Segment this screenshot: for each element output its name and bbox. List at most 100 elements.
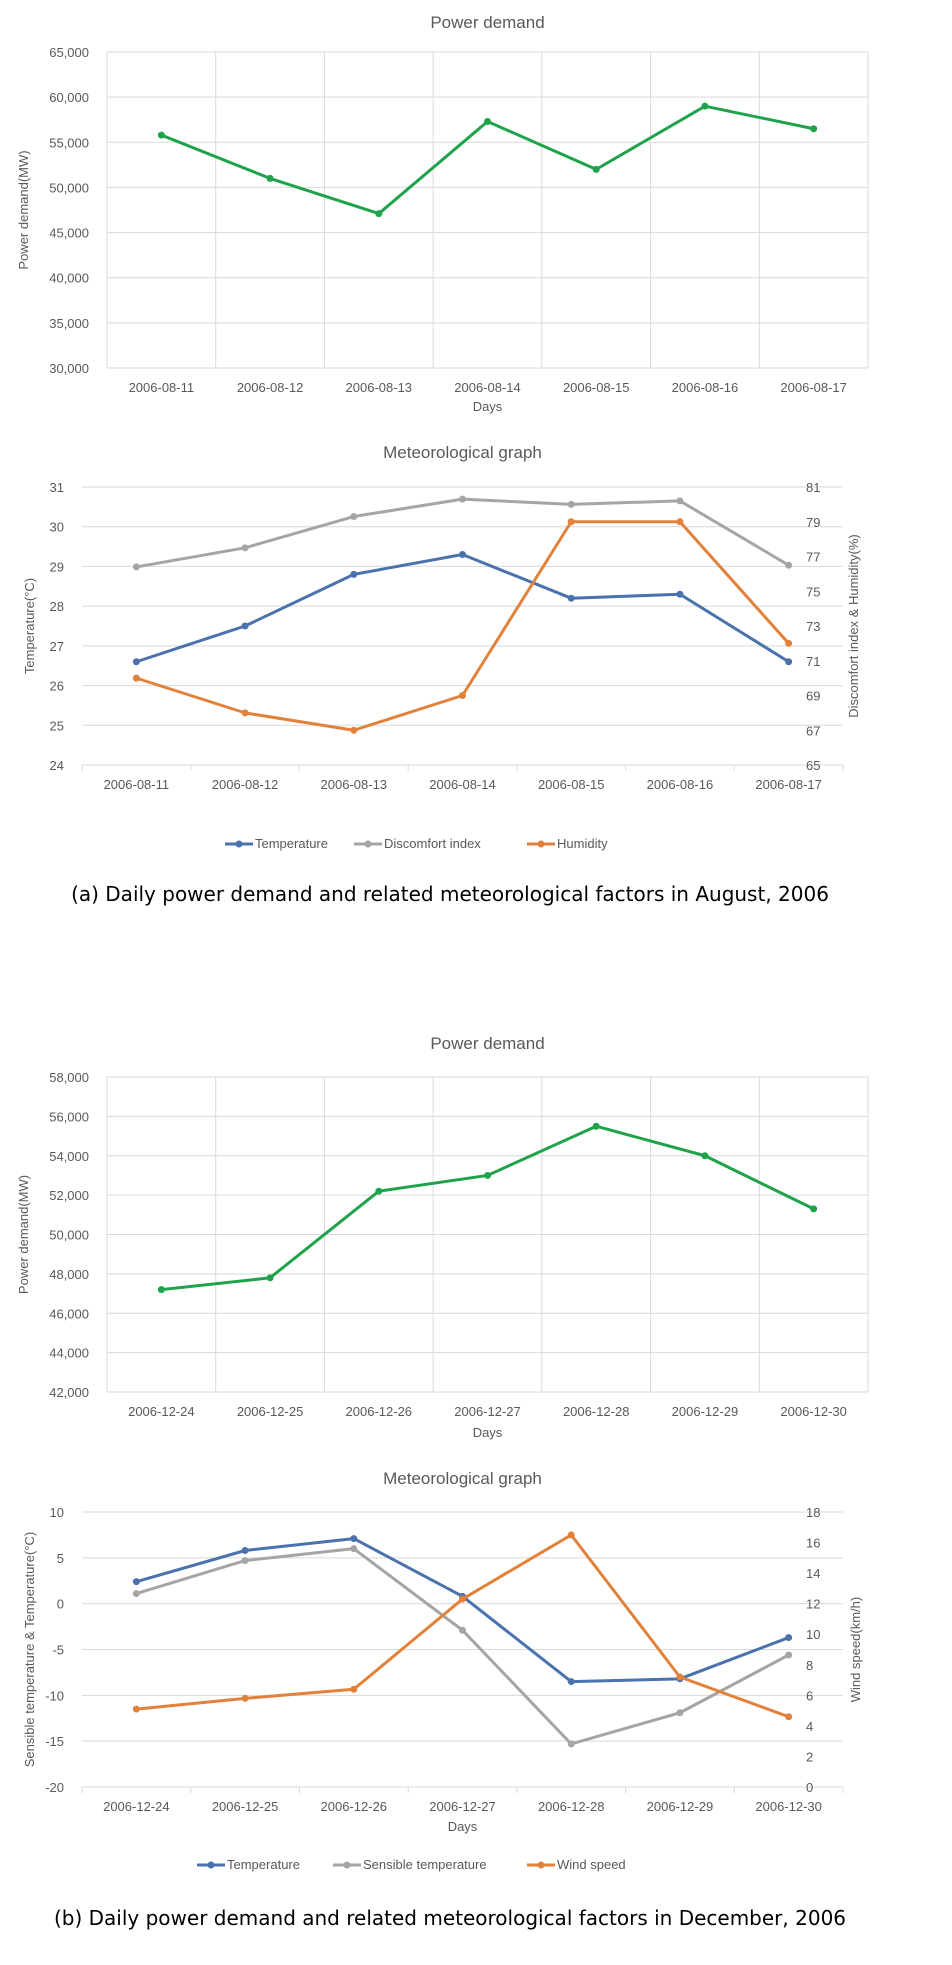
chart-3: Meteorological graph -20 -15 -10 -5 0 5 10 0 2 4 6 8… xyxy=(22,1469,863,1872)
chart-1: Meteorological graph 24 25 26 27 28 29 30 31 65 67… xyxy=(22,443,861,851)
y2-tick-label: 14 xyxy=(806,1566,820,1581)
y-tick-label: 46,000 xyxy=(49,1306,89,1321)
x-tick-label: 2006-08-16 xyxy=(672,380,739,395)
y-tick-label: 25 xyxy=(50,718,64,733)
data-point xyxy=(350,570,358,578)
data-point xyxy=(785,658,793,666)
data-point xyxy=(459,1595,466,1603)
legend-marker xyxy=(364,840,372,848)
y2-tick-label: 6 xyxy=(806,1688,813,1703)
data-point xyxy=(241,544,249,552)
legend-marker xyxy=(537,840,545,848)
chart-0: Power demand 30,000 35,000 40,000 45,000 50,0… xyxy=(16,13,869,414)
data-point xyxy=(567,1678,575,1686)
x-tick-label: 2006-12-26 xyxy=(321,1799,388,1814)
x-tick-label: 2006-12-28 xyxy=(563,1404,630,1419)
x-tick-label: 2006-12-29 xyxy=(647,1799,714,1814)
y-tick-label: 52,000 xyxy=(49,1188,89,1203)
y2-tick-label: 69 xyxy=(806,689,820,704)
y-tick-label: -15 xyxy=(45,1734,64,1749)
x-tick-label: 2006-08-14 xyxy=(454,380,521,395)
legend-marker xyxy=(537,1861,545,1869)
x-tick-label: 2006-08-11 xyxy=(104,777,170,792)
data-point xyxy=(459,1626,466,1634)
y-tick-label: 58,000 xyxy=(49,1070,89,1085)
data-point xyxy=(785,1651,793,1659)
y2-tick-label: 67 xyxy=(806,723,820,738)
x-tick-label: 2006-12-26 xyxy=(346,1404,413,1419)
y2-tick-label: 75 xyxy=(806,584,820,599)
data-point xyxy=(132,1578,140,1586)
data-point xyxy=(132,563,140,571)
x-tick-label: 2006-08-15 xyxy=(563,380,630,395)
y-tick-label: 10 xyxy=(50,1505,64,1520)
series-line-0 xyxy=(135,1537,790,1684)
data-point xyxy=(132,674,140,682)
y-tick-label: 31 xyxy=(50,480,64,495)
data-point xyxy=(350,513,358,521)
y2-tick-label: 4 xyxy=(806,1719,813,1734)
data-point xyxy=(266,1274,274,1282)
x-tick-label: 2006-08-17 xyxy=(755,777,822,792)
data-point xyxy=(241,1694,249,1702)
legend-label: Sensible temperature xyxy=(363,1857,487,1872)
chart-title: Meteorological graph xyxy=(383,1469,542,1488)
data-point xyxy=(375,1187,383,1195)
caption-a: (a) Daily power demand and related meteo… xyxy=(71,882,829,906)
data-point xyxy=(241,709,249,717)
data-point xyxy=(375,210,383,218)
data-point xyxy=(567,1740,575,1748)
y2-tick-label: 79 xyxy=(806,515,820,530)
x-tick-label: 2006-12-28 xyxy=(538,1799,605,1814)
x-tick-label: 2006-08-17 xyxy=(780,380,847,395)
chart-title: Power demand xyxy=(430,13,544,32)
y-tick-label: 42,000 xyxy=(49,1385,89,1400)
y2-tick-label: 0 xyxy=(806,1780,813,1795)
data-point xyxy=(785,1713,793,1721)
y-axis-label: Temperature(°C) xyxy=(22,578,37,674)
data-point xyxy=(459,692,466,699)
y2-tick-label: 65 xyxy=(806,758,820,773)
x-axis-label: Days xyxy=(473,399,503,414)
data-point xyxy=(676,590,684,598)
data-point xyxy=(592,1122,600,1130)
data-point xyxy=(676,1673,684,1681)
chart-title: Meteorological graph xyxy=(383,443,542,462)
series-line-1 xyxy=(135,1547,790,1746)
y2-tick-label: 8 xyxy=(806,1658,813,1673)
y2-tick-label: 2 xyxy=(806,1749,813,1764)
y2-tick-label: 18 xyxy=(806,1505,820,1520)
data-point xyxy=(676,1709,684,1717)
y-tick-label: 60,000 xyxy=(49,90,89,105)
y-tick-label: 56,000 xyxy=(49,1109,89,1124)
y2-tick-label: 12 xyxy=(806,1597,820,1612)
x-tick-label: 2006-12-27 xyxy=(429,1799,496,1814)
x-tick-label: 2006-08-13 xyxy=(321,777,388,792)
x-tick-label: 2006-12-25 xyxy=(237,1404,304,1419)
y-tick-label: 50,000 xyxy=(49,1228,89,1243)
legend-label: Wind speed xyxy=(557,1857,626,1872)
series-line-2 xyxy=(136,1533,790,1719)
data-point xyxy=(567,500,575,508)
data-point xyxy=(157,131,165,139)
data-point xyxy=(241,1547,249,1554)
y-tick-label: 55,000 xyxy=(49,135,89,150)
y-tick-label: 35,000 xyxy=(49,316,89,331)
x-tick-label: 2006-12-24 xyxy=(128,1404,195,1419)
data-point xyxy=(701,1152,709,1160)
y2-tick-label: 77 xyxy=(806,550,820,565)
y-tick-label: 30 xyxy=(50,520,64,535)
y2-tick-label: 81 xyxy=(806,480,820,495)
y2-tick-label: 16 xyxy=(806,1536,820,1551)
x-tick-label: 2006-12-24 xyxy=(103,1799,170,1814)
data-point xyxy=(350,726,358,734)
y-tick-label: 30,000 xyxy=(49,361,89,376)
data-point xyxy=(567,518,575,526)
x-tick-label: 2006-12-30 xyxy=(755,1799,822,1814)
legend-label: Humidity xyxy=(557,836,608,851)
y-tick-label: 26 xyxy=(50,679,64,694)
data-point xyxy=(785,561,793,569)
x-tick-label: 2006-12-30 xyxy=(780,1404,847,1419)
x-axis-label: Days xyxy=(448,1819,478,1834)
